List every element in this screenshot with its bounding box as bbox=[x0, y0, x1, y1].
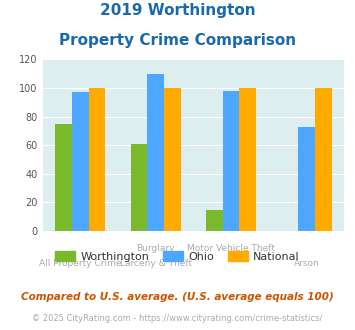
Bar bbox=[55, 124, 72, 231]
Text: Compared to U.S. average. (U.S. average equals 100): Compared to U.S. average. (U.S. average … bbox=[21, 292, 334, 302]
Legend: Worthington, Ohio, National: Worthington, Ohio, National bbox=[51, 247, 304, 267]
Text: Larceny & Theft: Larceny & Theft bbox=[120, 259, 192, 268]
Text: © 2025 CityRating.com - https://www.cityrating.com/crime-statistics/: © 2025 CityRating.com - https://www.city… bbox=[32, 314, 323, 323]
Text: Property Crime Comparison: Property Crime Comparison bbox=[59, 33, 296, 48]
Bar bbox=[147, 74, 164, 231]
Bar bbox=[206, 210, 223, 231]
Bar bbox=[89, 88, 105, 231]
Text: Arson: Arson bbox=[294, 259, 320, 268]
Bar bbox=[223, 91, 240, 231]
Bar bbox=[131, 144, 147, 231]
Bar bbox=[240, 88, 256, 231]
Text: 2019 Worthington: 2019 Worthington bbox=[100, 3, 255, 18]
Bar bbox=[72, 92, 89, 231]
Bar bbox=[315, 88, 332, 231]
Bar bbox=[298, 127, 315, 231]
Text: All Property Crime: All Property Crime bbox=[39, 259, 121, 268]
Text: Burglary: Burglary bbox=[137, 244, 175, 253]
Text: Motor Vehicle Theft: Motor Vehicle Theft bbox=[187, 244, 275, 253]
Bar bbox=[164, 88, 181, 231]
